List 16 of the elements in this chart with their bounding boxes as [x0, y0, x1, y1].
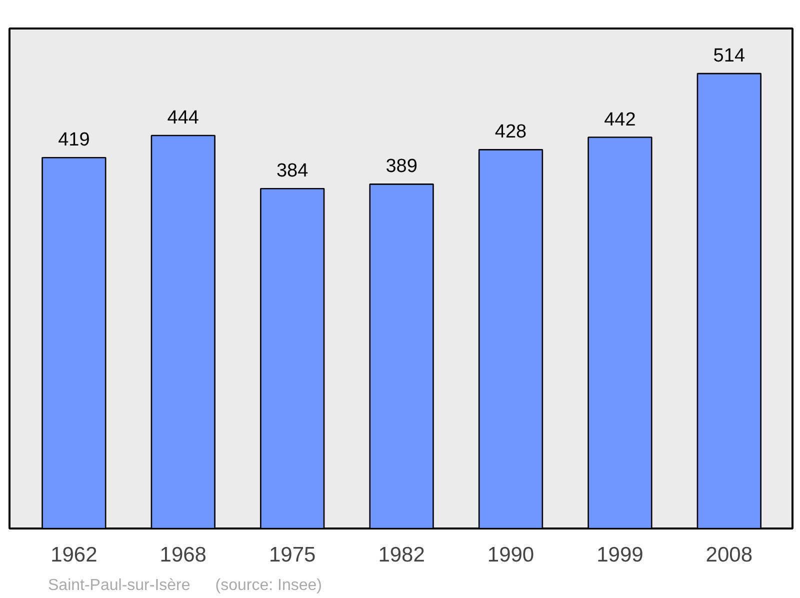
x-tick-label: 1982 — [378, 544, 425, 566]
x-tick-label: 1968 — [160, 544, 206, 566]
data-label: 442 — [604, 109, 636, 130]
data-label: 514 — [713, 46, 746, 67]
data-label: 389 — [386, 156, 418, 178]
x-tick-label: 1990 — [487, 544, 534, 566]
data-label: 384 — [276, 160, 309, 182]
text: Saint-Paul-sur-Isère — [48, 576, 190, 596]
x-tick-label: 1962 — [50, 544, 98, 566]
x-tick-label: 1975 — [268, 544, 316, 566]
x-tick-label: 2008 — [706, 544, 753, 566]
data-label: 428 — [494, 122, 527, 143]
data-label: 419 — [58, 130, 90, 151]
x-tick-label: 1999 — [596, 544, 644, 566]
data-label: 444 — [167, 108, 200, 128]
text: (source: Insee) — [215, 576, 322, 596]
